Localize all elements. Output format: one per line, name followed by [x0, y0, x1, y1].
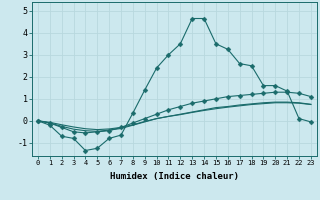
X-axis label: Humidex (Indice chaleur): Humidex (Indice chaleur)	[110, 172, 239, 181]
